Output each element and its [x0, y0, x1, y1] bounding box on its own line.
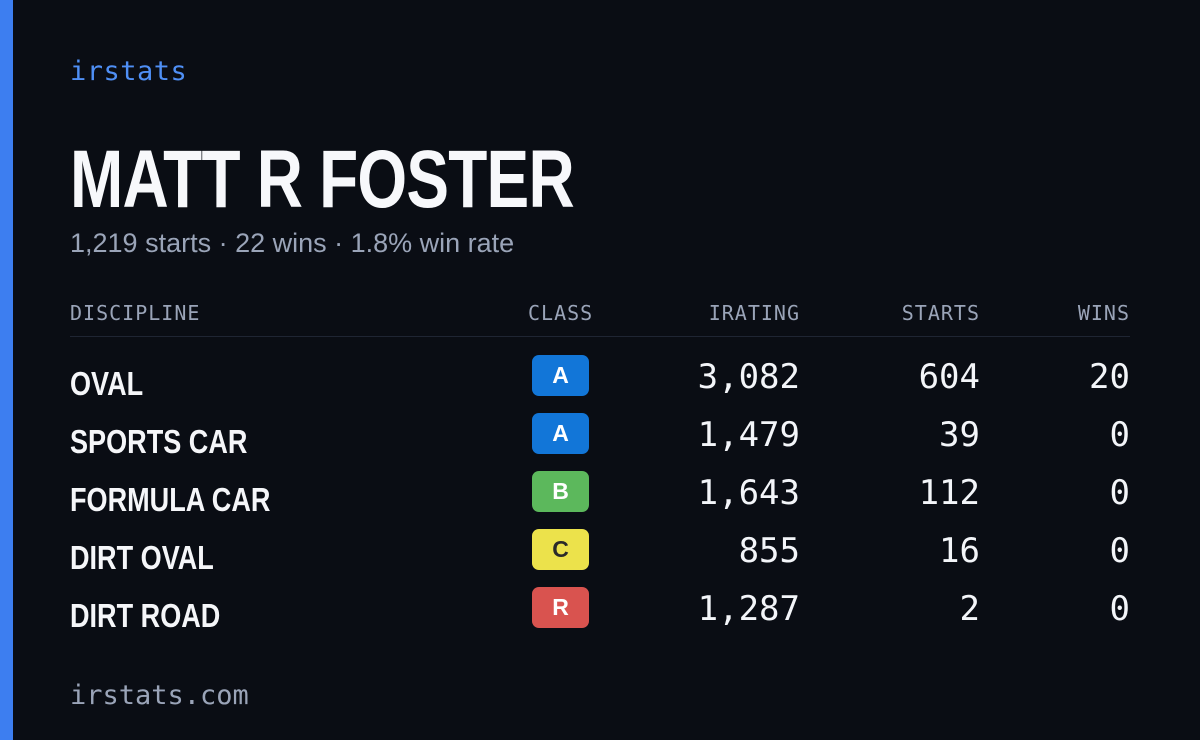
header-discipline: DISCIPLINE [70, 301, 201, 325]
starts-value: 2 [959, 589, 980, 629]
brand-logo: irstats [70, 56, 188, 87]
discipline-name: FORMULA CAR [70, 481, 271, 518]
wins-value: 0 [1109, 473, 1130, 513]
header-wins: WINS [1077, 301, 1130, 325]
irating-value: 1,479 [697, 415, 800, 455]
accent-bar [0, 0, 13, 740]
irating-value: 1,643 [697, 473, 800, 513]
table-row: DIRT ROAD R 1,287 2 0 [70, 583, 1130, 641]
starts-value: 39 [939, 415, 980, 455]
irating-value: 3,082 [697, 357, 800, 397]
stats-table: DISCIPLINE CLASS IRATING STARTS WINS OVA… [70, 296, 1130, 641]
discipline-name: SPORTS CAR [70, 423, 248, 460]
discipline-name: DIRT OVAL [70, 539, 214, 576]
irating-value: 1,287 [697, 589, 800, 629]
table-row: SPORTS CAR A 1,479 39 0 [70, 409, 1130, 467]
irating-value: 855 [738, 531, 800, 571]
wins-value: 0 [1109, 531, 1130, 571]
discipline-name: OVAL [70, 365, 144, 402]
table-row: FORMULA CAR B 1,643 112 0 [70, 467, 1130, 525]
header-starts: STARTS [901, 301, 980, 325]
table-row: OVAL A 3,082 604 20 [70, 351, 1130, 409]
player-name: MATT R FOSTER [70, 134, 575, 225]
class-badge: R [532, 587, 589, 628]
starts-value: 112 [918, 473, 980, 513]
footer-url: irstats.com [70, 680, 249, 711]
wins-value: 0 [1109, 589, 1130, 629]
starts-value: 16 [939, 531, 980, 571]
header-irating: IRATING [708, 301, 800, 325]
class-badge: A [532, 413, 589, 454]
career-summary: 1,219 starts · 22 wins · 1.8% win rate [70, 228, 515, 258]
table-row: DIRT OVAL C 855 16 0 [70, 525, 1130, 583]
wins-value: 20 [1089, 357, 1130, 397]
wins-value: 0 [1109, 415, 1130, 455]
class-badge: A [532, 355, 589, 396]
class-badge: C [532, 529, 589, 570]
header-class: CLASS [528, 301, 594, 325]
class-badge: B [532, 471, 589, 512]
table-body: OVAL A 3,082 604 20 SPORTS CAR A 1,479 3… [70, 351, 1130, 641]
discipline-name: DIRT ROAD [70, 597, 221, 634]
table-header: DISCIPLINE CLASS IRATING STARTS WINS [70, 296, 1130, 337]
starts-value: 604 [918, 357, 980, 397]
